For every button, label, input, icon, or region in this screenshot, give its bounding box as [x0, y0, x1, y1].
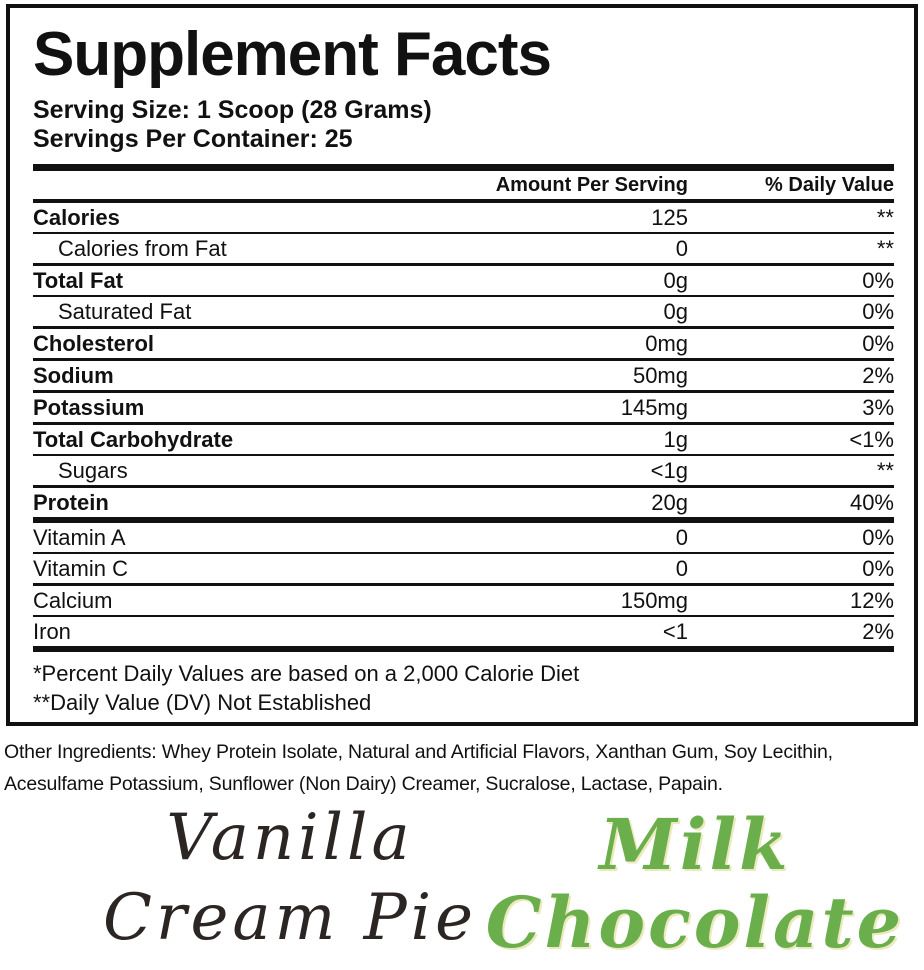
servings-per-container: Servings Per Container: 25	[33, 125, 353, 153]
footnotes: *Percent Daily Values are based on a 2,0…	[33, 659, 894, 717]
table-row: Cholesterol 0mg 0%	[33, 329, 894, 361]
nutrient-amount: 150mg	[620, 588, 688, 613]
table-row: Iron <1 2%	[33, 617, 894, 652]
table-row: Calories from Fat 0 **	[33, 234, 894, 266]
nutrient-name: Vitamin C	[33, 556, 128, 581]
footnote-dv-not-established: **Daily Value (DV) Not Established	[33, 690, 372, 715]
nutrient-amount: 145mg	[620, 395, 688, 420]
nutrient-amount: 1g	[663, 427, 688, 452]
nutrient-name: Potassium	[33, 395, 145, 420]
table-row: Calories 125 **	[33, 203, 894, 234]
nutrient-amount: <1	[662, 619, 688, 644]
nutrient-daily-value: **	[876, 458, 894, 483]
nutrient-daily-value: 0%	[862, 331, 894, 356]
nutrient-name: Calories	[33, 205, 120, 230]
nutrient-amount: 0mg	[645, 331, 688, 356]
column-header-daily-value: % Daily Value	[765, 173, 894, 196]
nutrient-daily-value: 12%	[849, 588, 894, 613]
table-row: Vitamin C 0 0%	[33, 554, 894, 586]
table-row: Sugars <1g **	[33, 456, 894, 488]
flavor-names: Vanilla Cream Pie Milk Chocolate	[0, 796, 924, 970]
nutrient-amount: <1g	[650, 458, 688, 483]
nutrient-daily-value: 2%	[862, 619, 894, 644]
nutrient-amount: 0	[675, 236, 688, 261]
table-row: Total Fat 0g 0%	[33, 266, 894, 297]
flavor-line: Vanilla	[166, 801, 414, 875]
nutrient-daily-value: 2%	[862, 363, 894, 388]
nutrient-name: Calcium	[33, 588, 113, 613]
flavor-milk-chocolate: Milk Chocolate	[470, 806, 920, 962]
nutrient-name: Total Carbohydrate	[33, 427, 234, 452]
table-row: Calcium 150mg 12%	[33, 586, 894, 617]
nutrient-daily-value: 0%	[862, 268, 894, 293]
footnote-daily-values: *Percent Daily Values are based on a 2,0…	[33, 661, 580, 686]
table-row: Sodium 50mg 2%	[33, 361, 894, 393]
table-row: Vitamin A 0 0%	[33, 523, 894, 554]
supplement-facts-panel: Supplement Facts Serving Size: 1 Scoop (…	[6, 4, 918, 726]
divider-thick-top	[33, 164, 894, 171]
flavor-line: Chocolate	[485, 881, 905, 964]
nutrient-name: Protein	[33, 490, 109, 515]
facts-table-header: Amount Per Serving % Daily Value	[33, 171, 894, 203]
nutrient-daily-value: 3%	[862, 395, 894, 420]
nutrient-amount: 0	[675, 525, 688, 550]
nutrient-amount: 125	[651, 205, 688, 230]
panel-title: Supplement Facts	[33, 20, 552, 89]
nutrient-name: Iron	[33, 619, 71, 644]
nutrient-name: Sodium	[33, 363, 114, 388]
other-ingredients-line: Acesulfame Potassium, Sunflower (Non Dai…	[4, 773, 723, 795]
flavor-line: Cream Pie	[102, 881, 478, 955]
nutrient-name: Cholesterol	[33, 331, 155, 356]
serving-size: Serving Size: 1 Scoop (28 Grams)	[33, 96, 432, 124]
nutrient-amount: 0g	[663, 268, 688, 293]
nutrient-name: Sugars	[58, 458, 128, 483]
nutrient-name: Vitamin A	[33, 525, 126, 550]
nutrient-amount: 20g	[651, 490, 688, 515]
table-row: Saturated Fat 0g 0%	[33, 297, 894, 329]
other-ingredients: Other Ingredients: Whey Protein Isolate,…	[4, 736, 922, 800]
nutrient-name: Total Fat	[33, 268, 124, 293]
nutrient-daily-value: **	[876, 236, 894, 261]
nutrient-name: Calories from Fat	[58, 236, 227, 261]
nutrient-amount: 0g	[663, 299, 688, 324]
nutrient-daily-value: <1%	[849, 427, 894, 452]
facts-table-body: Calories 125 ** Calories from Fat 0 ** T…	[33, 203, 894, 652]
other-ingredients-line: Other Ingredients: Whey Protein Isolate,…	[4, 741, 833, 763]
nutrient-daily-value: 40%	[849, 490, 894, 515]
table-row: Protein 20g 40%	[33, 488, 894, 523]
table-row: Total Carbohydrate 1g <1%	[33, 425, 894, 456]
nutrient-daily-value: **	[876, 205, 894, 230]
flavor-line: Milk	[599, 803, 791, 886]
nutrient-daily-value: 0%	[862, 299, 894, 324]
table-row: Potassium 145mg 3%	[33, 393, 894, 425]
column-header-amount: Amount Per Serving	[495, 173, 688, 196]
nutrient-name: Saturated Fat	[58, 299, 192, 324]
nutrient-daily-value: 0%	[862, 556, 894, 581]
flavor-vanilla-cream-pie: Vanilla Cream Pie	[60, 798, 520, 958]
nutrient-amount: 50mg	[632, 363, 688, 388]
nutrient-amount: 0	[675, 556, 688, 581]
nutrient-daily-value: 0%	[862, 525, 894, 550]
